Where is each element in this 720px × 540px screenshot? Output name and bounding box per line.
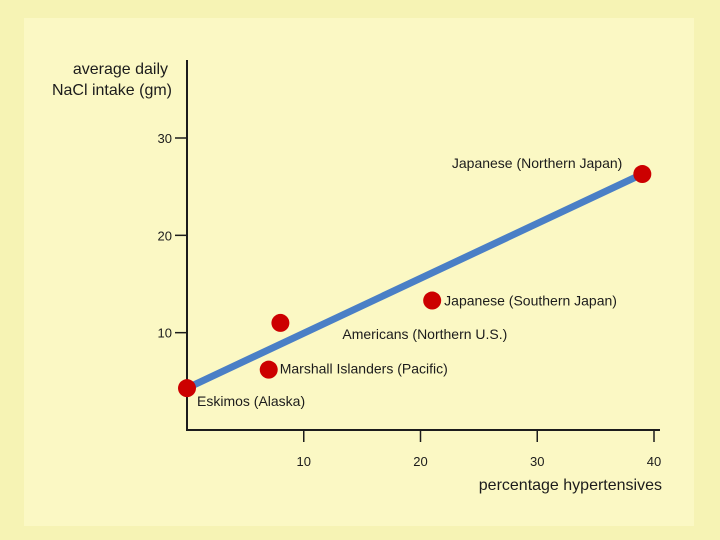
x-tick-label: 40 [647, 454, 661, 469]
data-point-label: Americans (Northern U.S.) [342, 326, 507, 342]
y-tick-label: 10 [158, 326, 172, 341]
data-point-label: Japanese (Northern Japan) [452, 155, 622, 171]
y-axis-title-line-1: average daily [73, 61, 168, 78]
data-point-label: Japanese (Southern Japan) [444, 293, 617, 309]
x-tick-label: 30 [530, 454, 544, 469]
data-point [633, 165, 652, 184]
data-point [259, 360, 278, 379]
data-points: Eskimos (Alaska) Marshall Islanders (Paci… [178, 155, 652, 409]
y-tick-label: 30 [158, 131, 172, 146]
data-point-label: Marshall Islanders (Pacific) [280, 361, 448, 377]
data-point [423, 291, 442, 310]
data-point [178, 379, 196, 398]
data-point-label: Eskimos (Alaska) [197, 393, 305, 409]
ticks: 10 20 30 10 20 30 40 [158, 131, 662, 469]
y-tick-label: 20 [158, 228, 172, 243]
axes [186, 60, 660, 431]
data-point [271, 313, 290, 332]
x-tick-label: 10 [297, 454, 311, 469]
x-axis-title: percentage hypertensives [479, 477, 662, 494]
x-tick-label: 20 [413, 454, 427, 469]
trend-line [183, 170, 646, 392]
y-axis-title-line-2: NaCl intake (gm) [52, 82, 172, 99]
trend [183, 170, 646, 392]
chart-panel [24, 18, 694, 526]
